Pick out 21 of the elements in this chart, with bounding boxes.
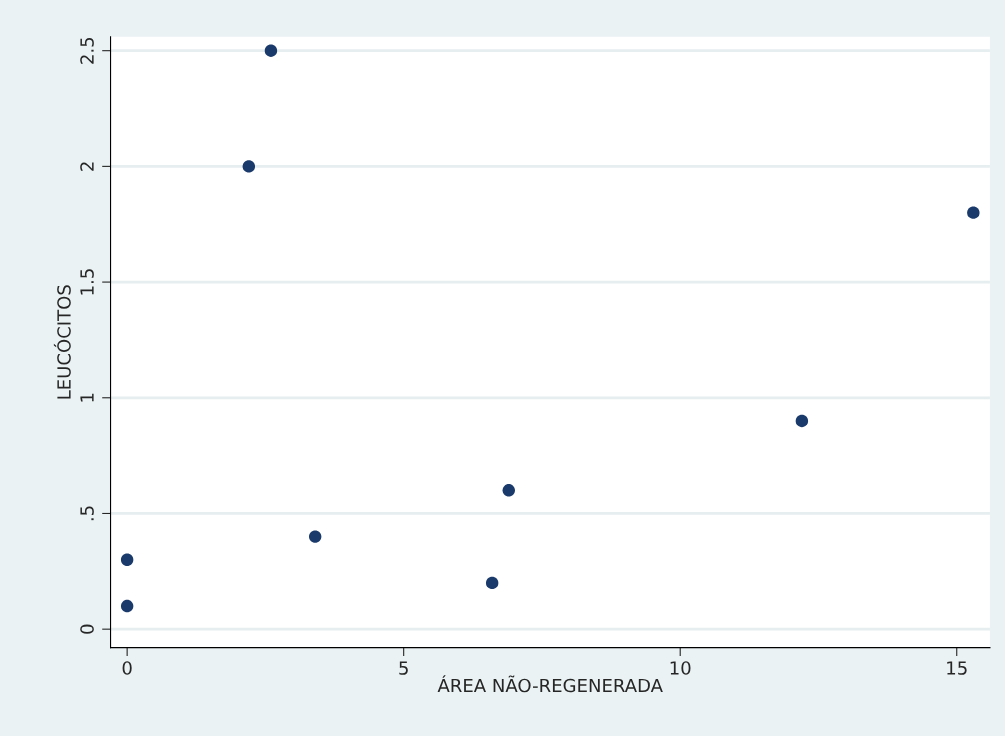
- y-tick-label: .5: [80, 506, 94, 521]
- x-tick-label: 15: [947, 661, 967, 675]
- y-tick-label: 2.5: [80, 37, 94, 64]
- point: [502, 484, 515, 497]
- point: [795, 414, 809, 428]
- x-tick-label: 0: [122, 661, 132, 675]
- y-axis-title: LEUCÓCITOS: [53, 285, 71, 399]
- point: [485, 576, 499, 590]
- point: [120, 599, 134, 613]
- y-tick-label: 1: [80, 393, 94, 402]
- x-tick-label: 5: [399, 661, 408, 675]
- point: [264, 44, 278, 57]
- y-tick-label: 0: [80, 624, 94, 634]
- y-tick-label: 1.5: [80, 269, 94, 295]
- x-tick-label: 10: [670, 661, 691, 675]
- point: [308, 530, 322, 543]
- x-axis-title: ÁREA NÃO-REGENERADA: [437, 675, 663, 693]
- y-tick-label: 2: [80, 162, 94, 171]
- point: [967, 206, 980, 219]
- point: [120, 553, 134, 566]
- point: [242, 160, 256, 173]
